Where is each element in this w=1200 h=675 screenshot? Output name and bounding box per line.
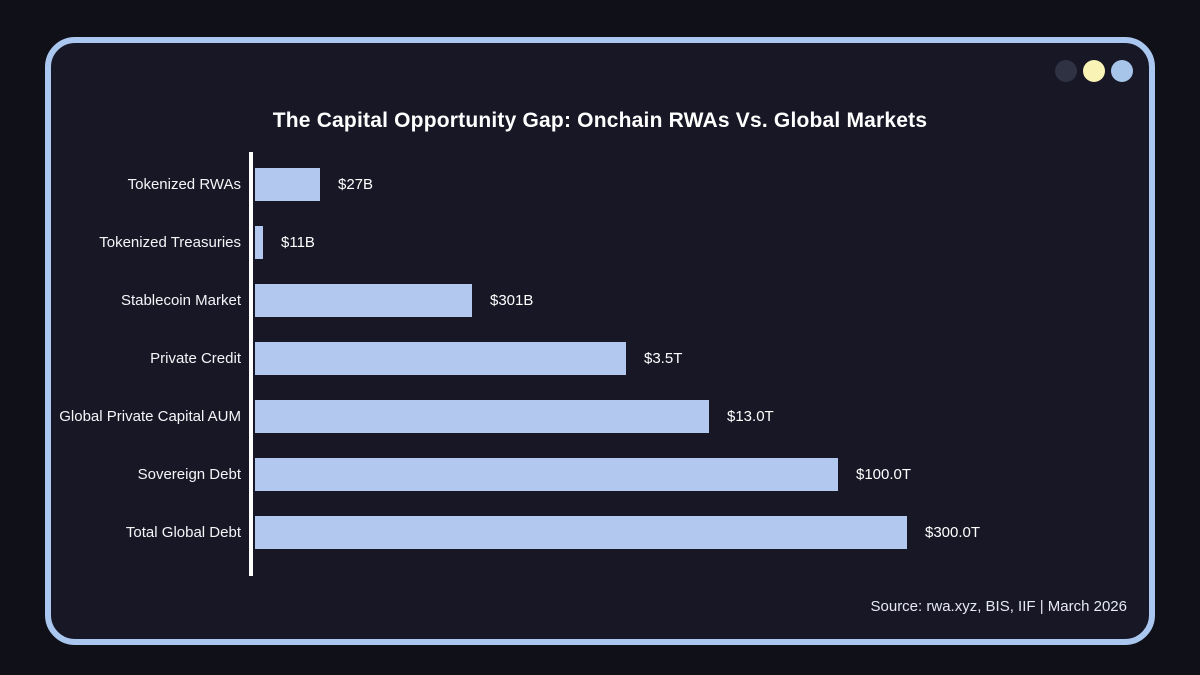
dot-yellow[interactable] — [1083, 60, 1105, 82]
value-label: $301B — [490, 291, 534, 309]
category-label: Global Private Capital AUM — [59, 407, 241, 425]
bar-zone: $11B — [255, 225, 1149, 259]
chart-window: The Capital Opportunity Gap: Onchain RWA… — [45, 37, 1155, 645]
value-label: $11B — [281, 233, 315, 251]
bar-row-tokenized-treasuries: Tokenized Treasuries $11B — [51, 213, 1149, 271]
bar-row-tokenized-rwas: Tokenized RWAs $27B — [51, 155, 1149, 213]
bar-zone: $3.5T — [255, 341, 1149, 375]
value-label: $300.0T — [925, 523, 981, 541]
bar-private-credit — [255, 341, 626, 375]
bar-chart: Tokenized RWAs $27B Tokenized Treasuries $1… — [51, 155, 1149, 561]
bar-tokenized-rwas — [255, 167, 320, 201]
bar-row-total-global-debt: Total Global Debt $300.0T — [51, 503, 1149, 561]
bar-sovereign-debt — [255, 457, 838, 491]
value-label: $3.5T — [644, 349, 683, 367]
dot-dark[interactable] — [1055, 60, 1077, 82]
bar-tokenized-treasuries — [255, 225, 263, 259]
category-label: Private Credit — [150, 349, 241, 367]
bar-zone: $13.0T — [255, 399, 1149, 433]
chart-title: The Capital Opportunity Gap: Onchain RWA… — [272, 109, 928, 132]
value-label: $13.0T — [727, 407, 774, 425]
category-label: Stablecoin Market — [120, 291, 241, 309]
bar-zone: $301B — [255, 283, 1149, 317]
dot-blue[interactable] — [1111, 60, 1133, 82]
bar-zone: $300.0T — [255, 515, 1149, 549]
bar-row-private-credit: Private Credit $3.5T — [51, 329, 1149, 387]
bar-global-private-capital-aum — [255, 399, 709, 433]
category-label: Total Global Debt — [125, 523, 241, 541]
category-label: Tokenized Treasuries — [99, 233, 241, 251]
bar-row-stablecoin-market: Stablecoin Market $301B — [51, 271, 1149, 329]
category-label: Sovereign Debt — [137, 465, 241, 483]
bar-total-global-debt — [255, 515, 907, 549]
bar-zone: $27B — [255, 167, 1149, 201]
y-axis-line — [249, 152, 253, 576]
bar-row-sovereign-debt: Sovereign Debt $100.0T — [51, 445, 1149, 503]
value-label: $100.0T — [856, 465, 912, 483]
value-label: $27B — [338, 175, 374, 193]
bar-stablecoin-market — [255, 283, 472, 317]
bar-row-global-private-capital-aum: Global Private Capital AUM $13.0T — [51, 387, 1149, 445]
category-label: Tokenized RWAs — [127, 175, 241, 193]
source-note: Source: rwa.xyz, BIS, IIF | March 2026 — [870, 598, 1128, 615]
bar-zone: $100.0T — [255, 457, 1149, 491]
window-controls — [1055, 60, 1133, 82]
